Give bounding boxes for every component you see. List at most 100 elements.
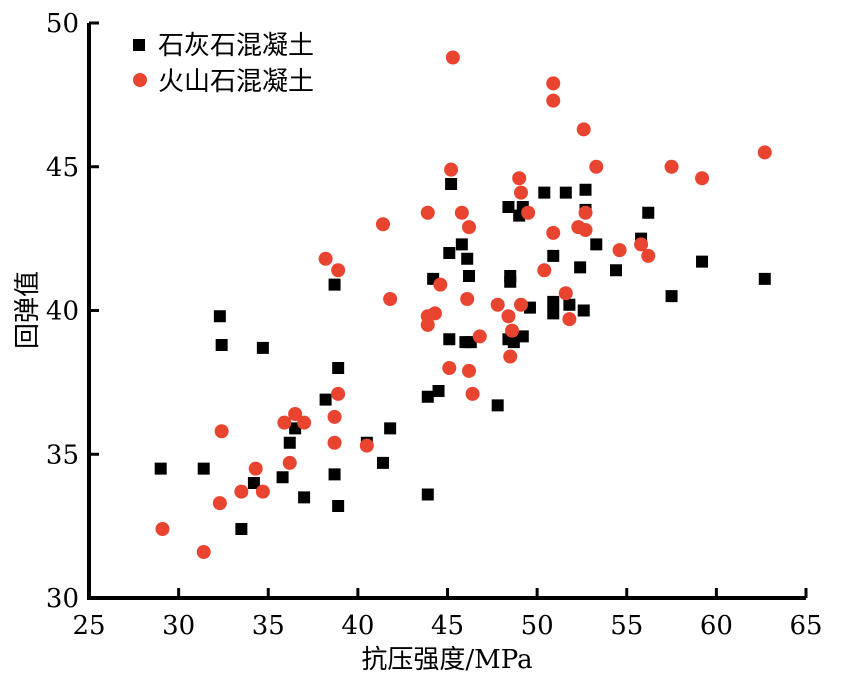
point-limestone <box>502 201 515 213</box>
point-limestone <box>758 272 771 285</box>
point-volcanic <box>521 205 536 220</box>
point-limestone <box>547 295 560 308</box>
point-volcanic <box>248 461 263 476</box>
point-limestone <box>213 310 226 323</box>
point-volcanic <box>512 171 527 186</box>
point-limestone <box>332 500 345 512</box>
y-tick-label: 50 <box>46 9 79 39</box>
point-volcanic <box>277 415 292 430</box>
point-volcanic <box>420 317 435 332</box>
point-volcanic <box>442 361 457 375</box>
point-volcanic <box>327 409 342 424</box>
point-volcanic <box>634 237 649 252</box>
point-volcanic <box>505 323 520 338</box>
point-limestone <box>247 477 260 489</box>
point-volcanic <box>234 484 249 499</box>
point-volcanic <box>695 171 710 186</box>
legend: 石灰石混凝土 火山石混凝土 <box>133 31 314 97</box>
point-volcanic <box>558 286 573 301</box>
point-volcanic <box>255 484 270 499</box>
x-tick-label: 30 <box>162 611 195 641</box>
point-limestone <box>328 278 341 291</box>
y-tick-label: 45 <box>46 153 79 183</box>
point-limestone <box>215 339 228 351</box>
y-axis-label: 回弹值 <box>13 271 43 349</box>
point-volcanic <box>359 438 374 453</box>
point-limestone <box>563 298 576 311</box>
x-tick-label: 35 <box>252 611 285 641</box>
x-tick-label: 55 <box>610 611 643 641</box>
point-limestone <box>332 362 345 374</box>
point-limestone <box>491 399 504 412</box>
data-marks <box>154 50 772 559</box>
x-axis-label: 抗压强度/MPa <box>361 645 532 675</box>
legend-marker-square <box>133 39 145 51</box>
point-limestone <box>432 385 445 397</box>
point-limestone <box>455 238 468 251</box>
point-volcanic <box>318 251 333 266</box>
point-limestone <box>256 341 269 354</box>
point-limestone <box>463 270 476 282</box>
point-volcanic <box>282 455 297 470</box>
point-volcanic <box>420 205 435 220</box>
point-limestone <box>547 307 560 320</box>
x-tick-label: 50 <box>521 611 554 641</box>
legend-label-limestone: 石灰石混凝土 <box>158 31 314 61</box>
point-volcanic <box>501 309 516 324</box>
point-volcanic <box>546 93 561 108</box>
point-limestone <box>559 186 572 199</box>
legend-marker-circle <box>133 73 147 87</box>
point-limestone <box>516 330 529 343</box>
point-volcanic <box>433 277 448 292</box>
point-volcanic <box>757 145 772 160</box>
point-limestone <box>504 275 517 288</box>
x-tick-label: 40 <box>341 611 374 641</box>
point-limestone <box>579 183 592 196</box>
point-volcanic <box>503 349 518 364</box>
point-limestone <box>445 178 458 190</box>
point-volcanic <box>664 159 679 174</box>
point-volcanic <box>327 435 342 450</box>
point-volcanic <box>462 220 477 235</box>
point-limestone <box>421 488 434 501</box>
y-tick-label: 30 <box>46 584 79 614</box>
point-limestone <box>443 247 456 259</box>
point-volcanic <box>546 76 561 91</box>
point-limestone <box>538 186 551 199</box>
point-limestone <box>276 471 289 484</box>
point-limestone <box>319 393 332 406</box>
point-volcanic <box>537 263 552 278</box>
point-volcanic <box>578 205 593 220</box>
point-limestone <box>376 456 389 469</box>
point-volcanic <box>454 205 469 220</box>
point-volcanic <box>562 312 577 327</box>
y-tick-label: 40 <box>46 297 79 327</box>
point-volcanic <box>513 297 528 312</box>
point-volcanic <box>375 217 390 232</box>
point-volcanic <box>196 545 211 559</box>
point-limestone <box>590 238 603 251</box>
x-tick-label: 45 <box>431 611 464 641</box>
point-volcanic <box>462 363 477 378</box>
point-volcanic <box>513 185 528 200</box>
point-limestone <box>154 462 167 475</box>
point-limestone <box>547 249 560 262</box>
x-tick-label: 25 <box>72 611 105 641</box>
point-volcanic <box>460 292 475 306</box>
point-volcanic <box>641 248 656 263</box>
point-limestone <box>235 523 248 535</box>
point-limestone <box>642 206 655 219</box>
point-volcanic <box>612 243 627 258</box>
point-limestone <box>696 255 709 268</box>
point-volcanic <box>546 225 561 240</box>
point-volcanic <box>383 292 398 306</box>
x-tick-label: 60 <box>700 611 733 641</box>
point-limestone <box>298 491 311 504</box>
point-volcanic <box>472 329 487 344</box>
point-volcanic <box>288 407 303 421</box>
y-tick-label: 35 <box>46 440 79 470</box>
legend-label-volcanic: 火山石混凝土 <box>158 67 314 97</box>
point-volcanic <box>331 386 346 401</box>
